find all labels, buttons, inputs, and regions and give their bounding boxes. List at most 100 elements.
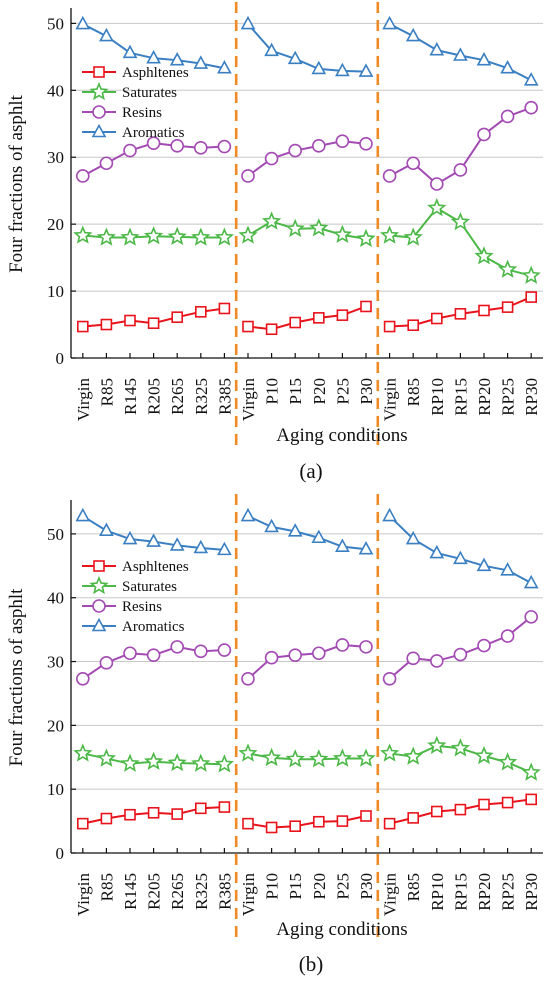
x-tick-label: P20	[310, 873, 329, 899]
x-tick-label: R85	[404, 873, 423, 901]
data-point-resins	[288, 648, 303, 662]
x-tick-label: RP20	[475, 873, 494, 911]
data-point-saturates	[262, 747, 282, 767]
data-point-asphltenes	[289, 316, 302, 329]
legend-marker-resins	[92, 105, 106, 119]
data-point-saturates	[96, 227, 116, 246]
data-point-asphltenes	[195, 306, 207, 318]
data-point-asphltenes	[501, 796, 514, 809]
legend-label-asphltenes: Asphltenes	[122, 559, 189, 575]
x-tick-label: R265	[168, 873, 187, 910]
data-point-asphltenes	[124, 808, 136, 821]
data-point-saturates	[191, 227, 211, 246]
series-line-aromatics	[247, 515, 367, 551]
data-point-aromatics	[146, 50, 161, 64]
data-point-aromatics	[240, 15, 256, 30]
data-point-asphltenes	[289, 820, 302, 832]
data-point-resins	[146, 648, 161, 662]
data-point-resins	[76, 169, 90, 183]
x-tick-label: R85	[97, 378, 116, 406]
data-point-resins	[123, 646, 137, 661]
data-point-aromatics	[429, 544, 445, 559]
data-point-aromatics	[523, 574, 539, 589]
data-point-saturates	[262, 211, 282, 230]
data-point-saturates	[521, 762, 541, 781]
data-point-aromatics	[99, 522, 114, 537]
data-point-asphltenes	[171, 808, 183, 820]
data-point-resins	[194, 644, 208, 659]
data-point-aromatics	[169, 52, 185, 66]
data-point-saturates	[332, 224, 352, 244]
data-point-saturates	[285, 749, 305, 768]
data-point-asphltenes	[147, 806, 160, 819]
data-point-resins	[406, 156, 421, 171]
data-point-asphltenes	[430, 805, 443, 818]
data-point-aromatics	[99, 27, 114, 42]
data-point-resins	[264, 151, 279, 166]
data-point-asphltenes	[336, 309, 349, 321]
y-tick-label: 10	[47, 780, 64, 799]
data-point-resins	[170, 139, 184, 153]
data-point-asphltenes	[383, 320, 396, 333]
data-point-aromatics	[382, 15, 397, 30]
data-point-aromatics	[476, 52, 492, 66]
data-point-resins	[524, 100, 539, 115]
legend-label-saturates: Saturates	[122, 85, 177, 101]
x-axis-title: Aging conditions	[276, 919, 407, 940]
y-tick-label: 30	[47, 653, 64, 672]
x-tick-label: R325	[192, 378, 211, 415]
legend: Asphltenes Saturates Resins Aromatics	[82, 65, 189, 141]
y-tick-label: 0	[56, 349, 65, 368]
data-point-resins	[382, 169, 397, 183]
data-point-saturates	[403, 746, 423, 765]
y-axis-title: Four fractions of asphlt	[6, 588, 27, 767]
data-point-saturates	[309, 749, 329, 768]
data-point-asphltenes	[454, 803, 467, 816]
data-point-saturates	[238, 743, 258, 762]
x-tick-label: P25	[333, 378, 352, 404]
x-tick-label: R85	[404, 378, 423, 406]
data-point-aromatics	[500, 562, 515, 576]
data-point-resins	[76, 671, 90, 686]
data-point-resins	[311, 646, 326, 661]
data-point-resins	[477, 127, 491, 142]
x-tick-label: P20	[310, 378, 329, 404]
y-tick-label: 50	[47, 525, 64, 544]
data-point-saturates	[120, 227, 140, 246]
data-point-asphltenes	[265, 323, 278, 336]
data-point-resins	[500, 629, 515, 643]
x-tick-label: P25	[333, 873, 352, 899]
data-point-resins	[264, 650, 279, 665]
x-tick-label: Virgin	[239, 378, 258, 422]
data-point-saturates	[474, 246, 494, 265]
data-point-saturates	[144, 751, 164, 770]
data-point-aromatics	[523, 72, 539, 86]
data-point-saturates	[96, 748, 116, 767]
legend-marker-aromatics	[91, 123, 107, 138]
data-point-saturates	[191, 753, 211, 772]
x-tick-label: RP15	[451, 378, 470, 416]
data-point-aromatics	[75, 15, 91, 30]
x-tick-label: RP25	[499, 378, 518, 416]
x-tick-label: R145	[121, 378, 140, 415]
series-line-asphltenes	[247, 815, 367, 829]
data-point-aromatics	[122, 44, 138, 59]
data-point-asphltenes	[478, 798, 490, 811]
data-point-resins	[123, 143, 137, 158]
data-point-resins	[217, 643, 232, 657]
data-point-saturates	[167, 226, 187, 246]
data-point-resins	[359, 137, 373, 151]
data-point-aromatics	[264, 42, 279, 57]
data-point-saturates	[120, 753, 140, 772]
data-point-asphltenes	[407, 812, 420, 824]
x-tick-label: RP30	[522, 873, 541, 911]
x-tick-label: R265	[168, 378, 187, 415]
data-point-resins	[241, 671, 255, 686]
data-point-asphltenes	[525, 793, 538, 806]
data-point-saturates	[332, 748, 352, 767]
y-tick-label: 40	[47, 81, 64, 100]
data-point-aromatics	[405, 27, 421, 42]
data-point-saturates	[73, 225, 93, 244]
x-tick-label: P30	[357, 873, 376, 899]
